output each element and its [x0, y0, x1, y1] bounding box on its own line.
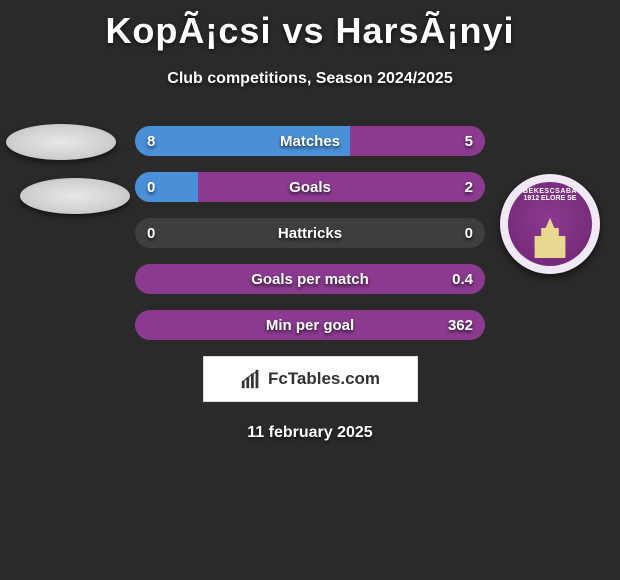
player-left-avatar-1 — [6, 124, 116, 160]
subtitle: Club competitions, Season 2024/2025 — [0, 70, 620, 88]
stat-bar-row: 0.4Goals per match — [135, 264, 485, 294]
stat-bar-row: 362Min per goal — [135, 310, 485, 340]
stat-bar-row: 02Goals — [135, 172, 485, 202]
stat-bar-label: Hattricks — [135, 218, 485, 248]
player-left-avatar-2 — [20, 178, 130, 214]
club-right-building-icon — [528, 218, 572, 258]
club-right-year: 1912 ELORE SE — [524, 195, 577, 202]
logo-box[interactable]: FcTables.com — [203, 356, 418, 402]
stat-bar-label: Goals — [135, 172, 485, 202]
stat-bar-row: 00Hattricks — [135, 218, 485, 248]
comparison-content: BEKESCSABA 1912 ELORE SE 85Matches 02Goal… — [0, 126, 620, 442]
stat-bar-label: Goals per match — [135, 264, 485, 294]
page-title: KopÃ¡csi vs HarsÃ¡nyi — [0, 0, 620, 52]
club-right-name: BEKESCSABA — [523, 188, 577, 195]
club-right-badge-inner: BEKESCSABA 1912 ELORE SE — [508, 182, 592, 266]
logo-text: FcTables.com — [268, 369, 380, 389]
stat-bar-label: Matches — [135, 126, 485, 156]
club-right-badge: BEKESCSABA 1912 ELORE SE — [500, 174, 600, 274]
footer-date: 11 february 2025 — [0, 424, 620, 442]
stat-bar-label: Min per goal — [135, 310, 485, 340]
stat-bar-row: 85Matches — [135, 126, 485, 156]
bars-chart-icon — [240, 368, 262, 390]
